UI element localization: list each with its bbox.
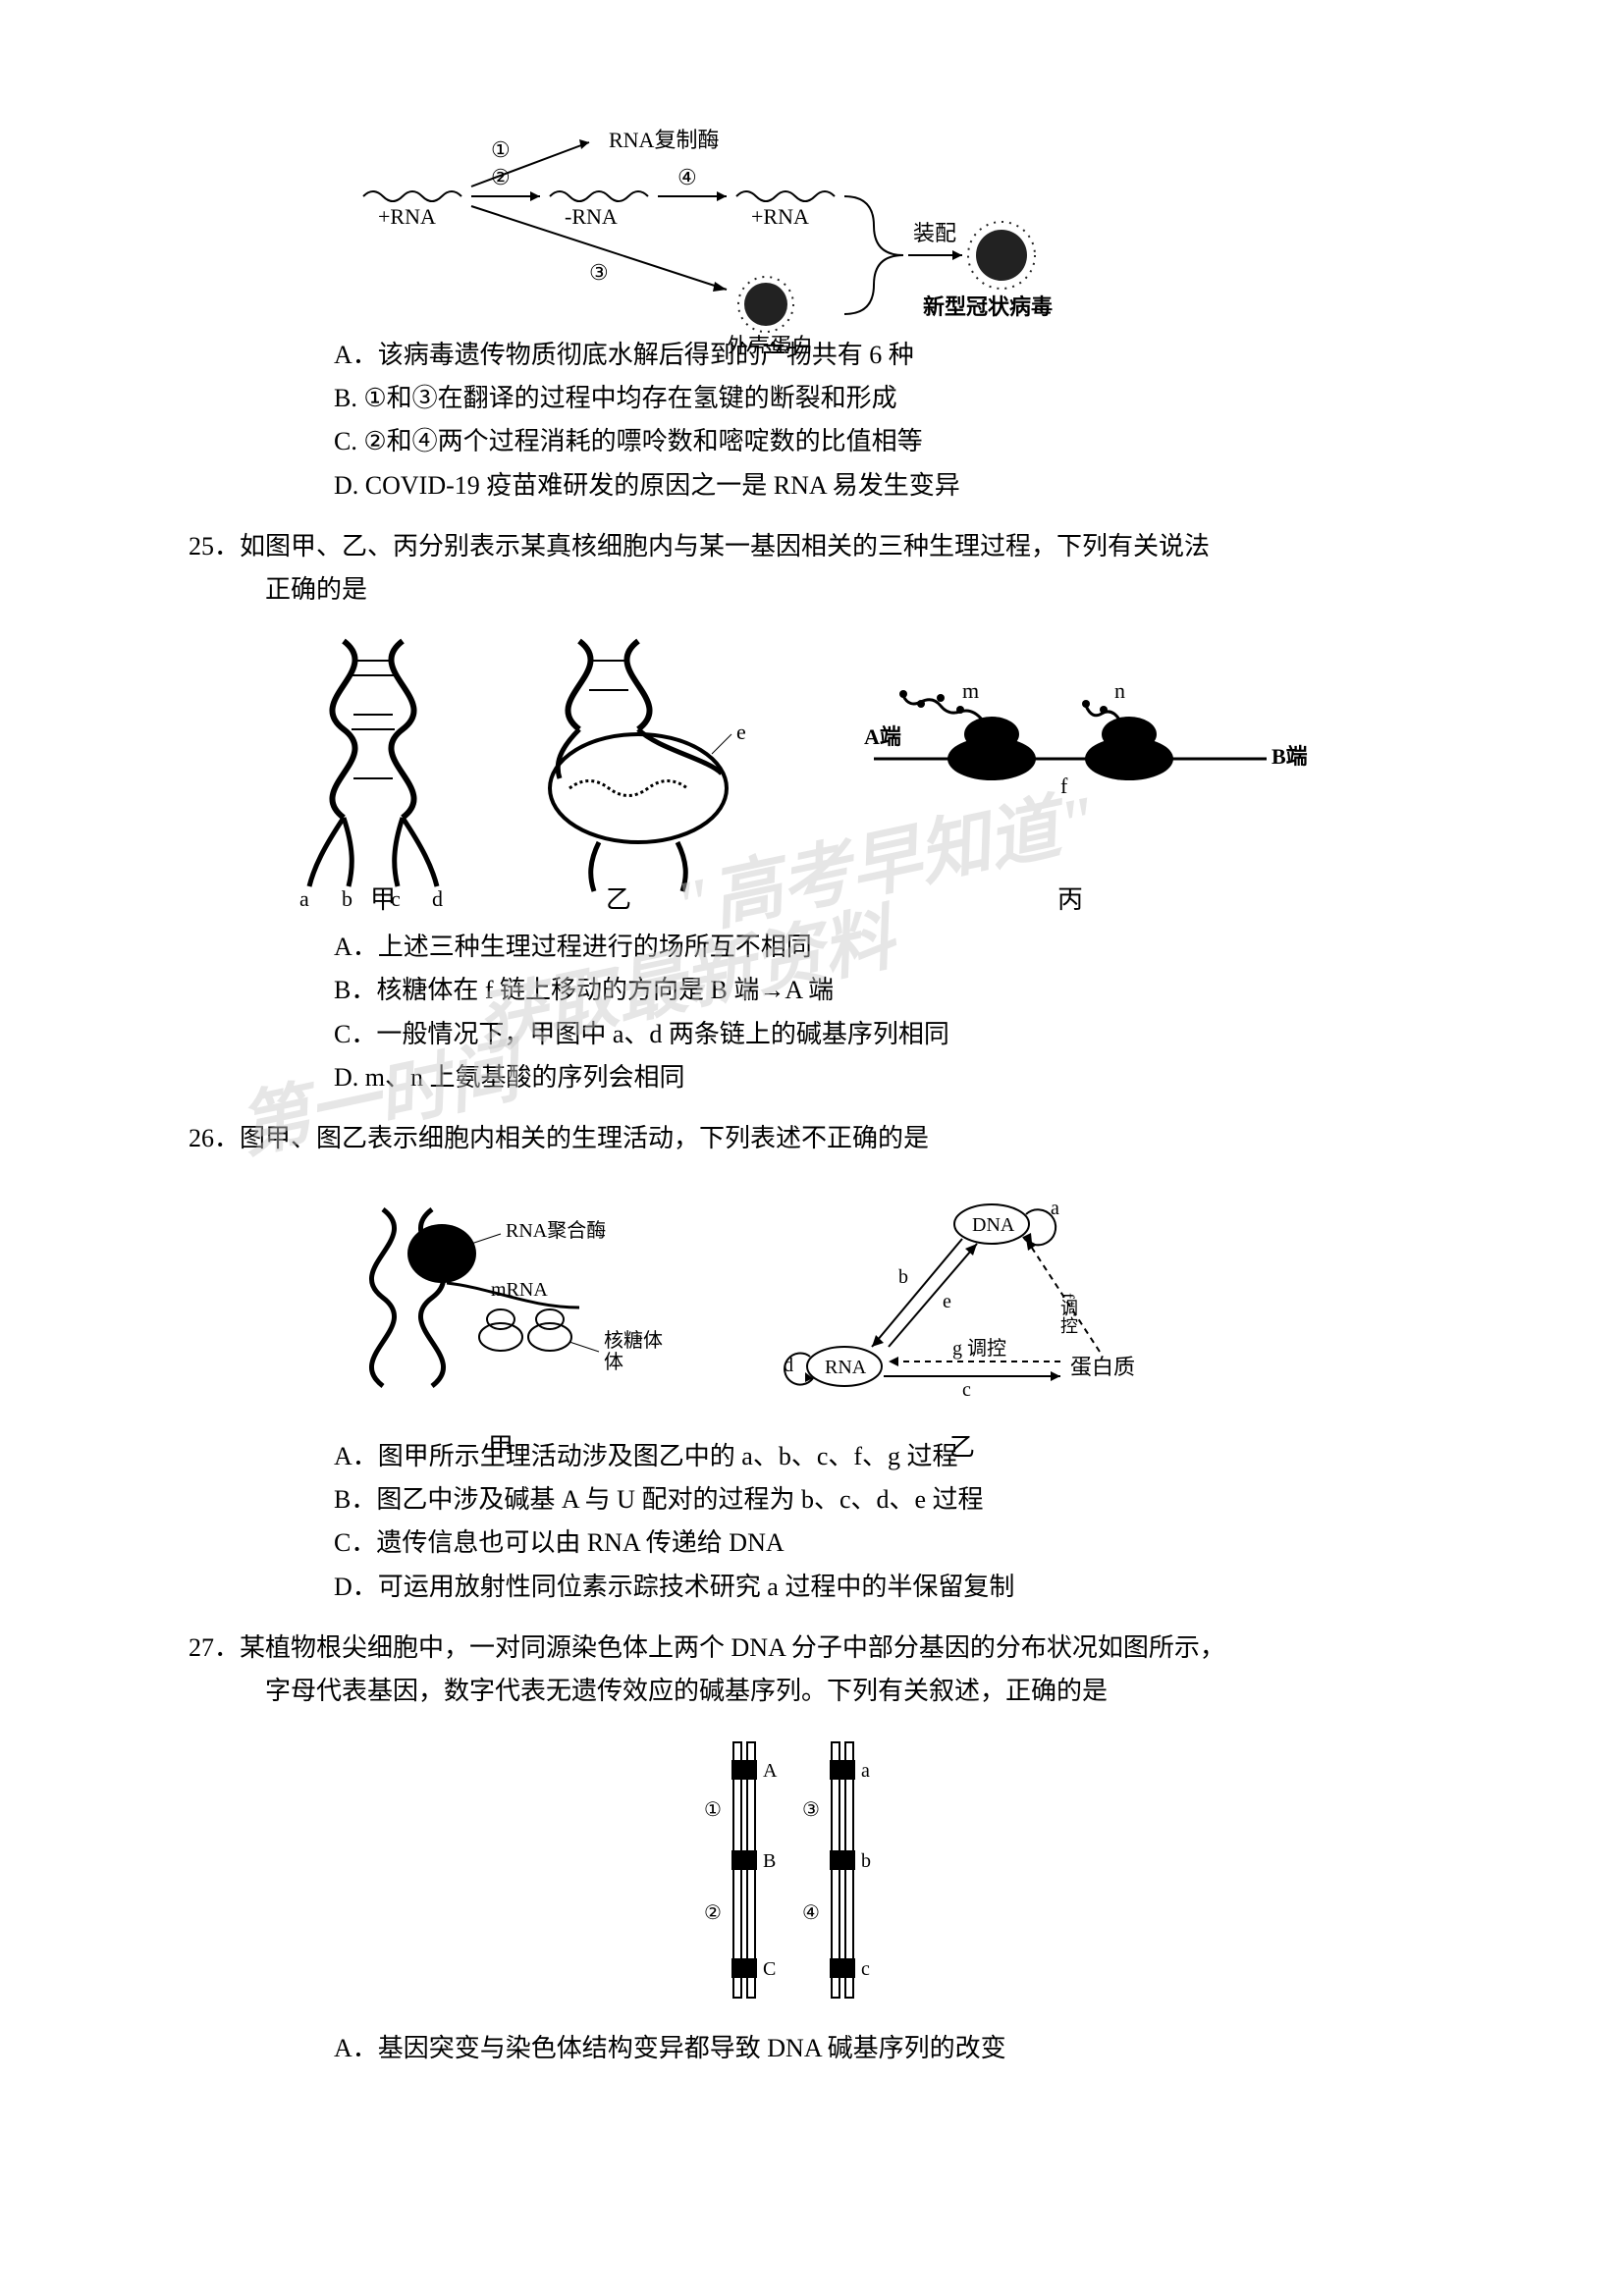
question-24-options: A．该病毒遗传物质彻底水解后得到的产物共有 6 种 B. ①和③在翻译的过程中均… bbox=[137, 334, 1487, 507]
q25-opt-d: D. m、n 上氨基酸的序列会相同 bbox=[137, 1056, 1487, 1099]
q27-opt-a: A．基因突变与染色体结构变异都导致 DNA 碱基序列的改变 bbox=[137, 2027, 1487, 2070]
svg-text:DNA: DNA bbox=[972, 1214, 1015, 1236]
svg-text:n: n bbox=[1114, 678, 1125, 703]
q26-sub-jia: 甲 bbox=[334, 1427, 668, 1464]
circ-3: ③ bbox=[589, 260, 609, 285]
figure-24: ① RNA复制酶 ② ④ ③ +RNA -RNA +RNA bbox=[137, 118, 1487, 314]
q25-sub-bing: 丙 bbox=[874, 880, 1267, 916]
virus-name-label: 新型冠状病毒 bbox=[923, 294, 1053, 319]
svg-text:③: ③ bbox=[802, 1799, 820, 1821]
svg-text:④: ④ bbox=[802, 1902, 820, 1924]
assembly-label: 装配 bbox=[913, 221, 956, 245]
svg-text:mRNA: mRNA bbox=[491, 1279, 548, 1301]
svg-text:②: ② bbox=[704, 1902, 722, 1924]
minus-rna: -RNA bbox=[565, 204, 618, 229]
circ-2: ② bbox=[491, 165, 511, 189]
q25-stem: 25．如图甲、乙、丙分别表示某真核细胞内与某一基因相关的三种生理过程，下列有关说… bbox=[137, 525, 1487, 568]
q27-stem: 27．某植物根尖细胞中，一对同源染色体上两个 DNA 分子中部分基因的分布状况如… bbox=[137, 1627, 1487, 1670]
svg-text:B: B bbox=[763, 1850, 776, 1872]
q26-opt-b: B．图乙中涉及碱基 A 与 U 配对的过程为 b、c、d、e 过程 bbox=[137, 1478, 1487, 1522]
question-26: 26．图甲、图乙表示细胞内相关的生理活动，下列表述不正确的是 RNA聚合酶 mR… bbox=[137, 1117, 1487, 1609]
figure-26: RNA聚合酶 mRNA 核糖体 体 DNA bbox=[334, 1180, 1218, 1415]
q24-opt-b: B. ①和③在翻译的过程中均存在氢键的断裂和形成 bbox=[137, 377, 1487, 420]
q25-sub-yi: 乙 bbox=[481, 880, 756, 916]
q25-stem-2: 正确的是 bbox=[137, 568, 1487, 612]
svg-text:B端: B端 bbox=[1272, 744, 1308, 769]
svg-text:A: A bbox=[763, 1760, 778, 1782]
circ-4: ④ bbox=[677, 165, 697, 189]
plus-rna-1: +RNA bbox=[378, 204, 436, 229]
svg-text:核糖体: 核糖体 bbox=[604, 1329, 663, 1352]
q27-num: 27． bbox=[189, 1633, 240, 1662]
q26-sub-yi: 乙 bbox=[766, 1427, 1159, 1464]
coat-protein-label: 外壳蛋白 bbox=[727, 334, 813, 353]
q26-opt-d: D．可运用放射性同位素示踪技术研究 a 过程中的半保留复制 bbox=[137, 1566, 1487, 1609]
svg-text:体: 体 bbox=[604, 1351, 623, 1373]
q24-opt-c: C. ②和④两个过程消耗的嘌呤数和嘧啶数的比值相等 bbox=[137, 420, 1487, 463]
svg-text:a: a bbox=[861, 1760, 870, 1782]
circ-1: ① bbox=[491, 137, 511, 162]
q26-stem-text: 图甲、图乙表示细胞内相关的生理活动，下列表述不正确的是 bbox=[240, 1124, 929, 1152]
q25-num: 25． bbox=[189, 532, 240, 561]
svg-text:g 调控: g 调控 bbox=[952, 1337, 1006, 1360]
plus-rna-2: +RNA bbox=[751, 204, 809, 229]
q25-sub-jia: 甲 bbox=[285, 880, 481, 916]
svg-text:b: b bbox=[861, 1850, 871, 1872]
svg-text:RNA: RNA bbox=[825, 1357, 867, 1378]
figure-27: A B C ① ② a b c ③ ④ bbox=[665, 1733, 959, 2007]
svg-text:e: e bbox=[736, 720, 746, 744]
svg-text:RNA聚合酶: RNA聚合酶 bbox=[506, 1219, 606, 1242]
svg-text:①: ① bbox=[704, 1799, 722, 1821]
rna-enzyme-label: RNA复制酶 bbox=[609, 128, 719, 152]
q26-stem: 26．图甲、图乙表示细胞内相关的生理活动，下列表述不正确的是 bbox=[137, 1117, 1487, 1160]
svg-text:m: m bbox=[962, 678, 979, 703]
question-25: 25．如图甲、乙、丙分别表示某真核细胞内与某一基因相关的三种生理过程，下列有关说… bbox=[137, 525, 1487, 1099]
svg-text:e: e bbox=[943, 1291, 951, 1312]
svg-text:f调控: f调控 bbox=[1058, 1293, 1078, 1334]
q27-stem-2: 字母代表基因，数字代表无遗传效应的碱基序列。下列有关叙述，正确的是 bbox=[137, 1670, 1487, 1713]
q27-stem-1: 某植物根尖细胞中，一对同源染色体上两个 DNA 分子中部分基因的分布状况如图所示… bbox=[240, 1633, 1225, 1662]
svg-text:C: C bbox=[763, 1958, 776, 1980]
svg-text:A端: A端 bbox=[864, 724, 901, 749]
svg-text:c: c bbox=[861, 1958, 870, 1980]
svg-text:蛋白质: 蛋白质 bbox=[1070, 1355, 1135, 1379]
rna-replication-svg: ① RNA复制酶 ② ④ ③ +RNA -RNA +RNA bbox=[334, 118, 1080, 353]
svg-text:a: a bbox=[1051, 1198, 1059, 1219]
q25-opt-a: A．上述三种生理过程进行的场所互不相同 bbox=[137, 926, 1487, 969]
figure-25: a b c d e bbox=[285, 631, 1267, 906]
q26-opt-c: C．遗传信息也可以由 RNA 传递给 DNA bbox=[137, 1522, 1487, 1565]
svg-text:c: c bbox=[962, 1379, 971, 1401]
svg-text:d: d bbox=[784, 1355, 793, 1376]
q25-stem-1: 如图甲、乙、丙分别表示某真核细胞内与某一基因相关的三种生理过程，下列有关说法 bbox=[240, 532, 1210, 561]
svg-text:f: f bbox=[1060, 774, 1068, 798]
svg-text:b: b bbox=[898, 1266, 908, 1288]
q24-opt-d: D. COVID-19 疫苗难研发的原因之一是 RNA 易发生变异 bbox=[137, 464, 1487, 507]
q25-opt-b: B．核糖体在 f 链上移动的方向是 B 端→A 端 bbox=[137, 969, 1487, 1012]
q25-opt-c: C．一般情况下，甲图中 a、d 两条链上的碱基序列相同 bbox=[137, 1013, 1487, 1056]
question-27: 27．某植物根尖细胞中，一对同源染色体上两个 DNA 分子中部分基因的分布状况如… bbox=[137, 1627, 1487, 2071]
q26-num: 26． bbox=[189, 1124, 240, 1152]
